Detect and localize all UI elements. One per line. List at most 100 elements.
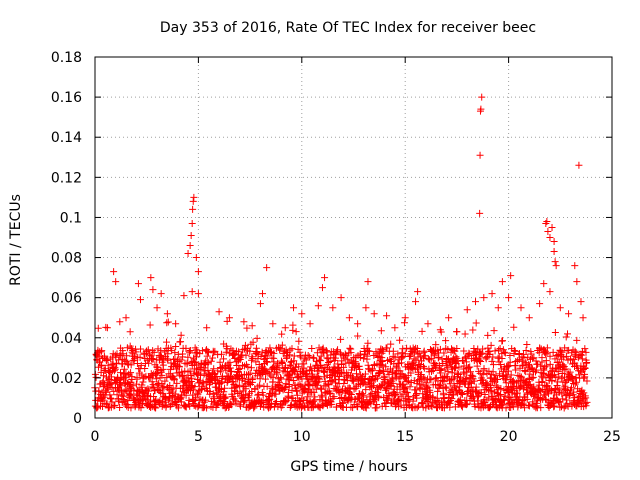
data-point xyxy=(119,360,127,368)
data-point xyxy=(126,391,134,399)
data-point xyxy=(186,402,194,410)
data-point xyxy=(102,357,110,365)
data-point xyxy=(512,366,520,374)
data-point xyxy=(136,296,144,304)
data-point xyxy=(520,354,528,362)
data-point xyxy=(532,366,540,374)
data-point xyxy=(253,334,261,342)
data-point xyxy=(253,348,261,356)
data-point xyxy=(476,151,484,159)
data-point xyxy=(403,344,411,352)
data-point xyxy=(300,396,308,404)
data-point xyxy=(457,389,465,397)
data-point xyxy=(183,359,191,367)
data-point xyxy=(418,327,426,335)
data-point xyxy=(571,394,579,402)
data-point xyxy=(111,365,119,373)
data-point xyxy=(521,368,529,376)
data-point xyxy=(146,321,154,329)
data-point xyxy=(313,349,321,357)
data-point xyxy=(316,375,324,383)
data-point xyxy=(544,227,552,235)
data-point xyxy=(358,397,366,405)
data-point xyxy=(259,290,267,298)
data-point xyxy=(191,383,199,391)
data-point xyxy=(137,361,145,369)
data-point xyxy=(190,354,198,362)
data-point xyxy=(189,205,197,213)
data-point xyxy=(437,365,445,373)
data-point xyxy=(259,391,267,399)
data-point xyxy=(220,355,228,363)
data-point xyxy=(487,341,495,349)
data-point xyxy=(378,346,386,354)
data-point xyxy=(540,369,548,377)
data-point xyxy=(295,337,303,345)
data-point xyxy=(550,403,558,411)
data-point xyxy=(277,375,285,383)
data-point xyxy=(264,368,272,376)
data-point xyxy=(107,395,115,403)
data-point xyxy=(152,370,160,378)
data-point xyxy=(306,366,314,374)
data-point xyxy=(165,396,173,404)
data-point xyxy=(581,373,589,381)
data-point xyxy=(395,396,403,404)
data-point xyxy=(523,340,531,348)
data-point xyxy=(477,350,485,358)
data-point xyxy=(413,394,421,402)
data-point xyxy=(158,371,166,379)
data-point xyxy=(262,375,270,383)
data-point xyxy=(513,389,521,397)
data-point xyxy=(414,288,422,296)
data-point xyxy=(106,394,114,402)
data-point xyxy=(389,379,397,387)
data-point xyxy=(281,364,289,372)
data-point xyxy=(292,328,300,336)
data-point xyxy=(256,300,264,308)
data-point xyxy=(497,391,505,399)
data-point xyxy=(407,352,415,360)
data-point xyxy=(301,384,309,392)
data-point xyxy=(167,359,175,367)
data-point xyxy=(480,294,488,302)
data-point xyxy=(582,394,590,402)
data-point xyxy=(346,344,354,352)
data-point xyxy=(578,355,586,363)
data-point xyxy=(325,381,333,389)
data-point xyxy=(294,381,302,389)
data-point xyxy=(325,359,333,367)
data-point xyxy=(144,346,152,354)
data-point xyxy=(543,217,551,225)
data-point xyxy=(330,393,338,401)
data-point xyxy=(136,392,144,400)
data-point xyxy=(570,388,578,396)
data-point xyxy=(168,391,176,399)
data-point xyxy=(575,161,583,169)
data-point xyxy=(149,371,157,379)
data-point xyxy=(391,324,399,332)
data-point xyxy=(328,400,336,408)
data-point xyxy=(124,379,132,387)
data-point xyxy=(122,386,130,394)
data-point xyxy=(217,350,225,358)
data-point xyxy=(267,348,275,356)
data-point xyxy=(453,345,461,353)
data-point xyxy=(373,374,381,382)
data-point xyxy=(296,352,304,360)
data-point xyxy=(556,386,564,394)
data-point xyxy=(477,389,485,397)
data-point xyxy=(577,351,585,359)
data-point xyxy=(286,361,294,369)
data-point xyxy=(235,365,243,373)
data-point xyxy=(549,348,557,356)
data-point xyxy=(122,314,130,322)
data-point xyxy=(340,380,348,388)
data-point xyxy=(478,93,486,101)
data-point xyxy=(573,336,581,344)
data-point xyxy=(533,360,541,368)
data-point xyxy=(480,365,488,373)
data-point xyxy=(501,392,509,400)
data-point xyxy=(491,347,499,355)
x-tick-label: 25 xyxy=(603,429,621,445)
